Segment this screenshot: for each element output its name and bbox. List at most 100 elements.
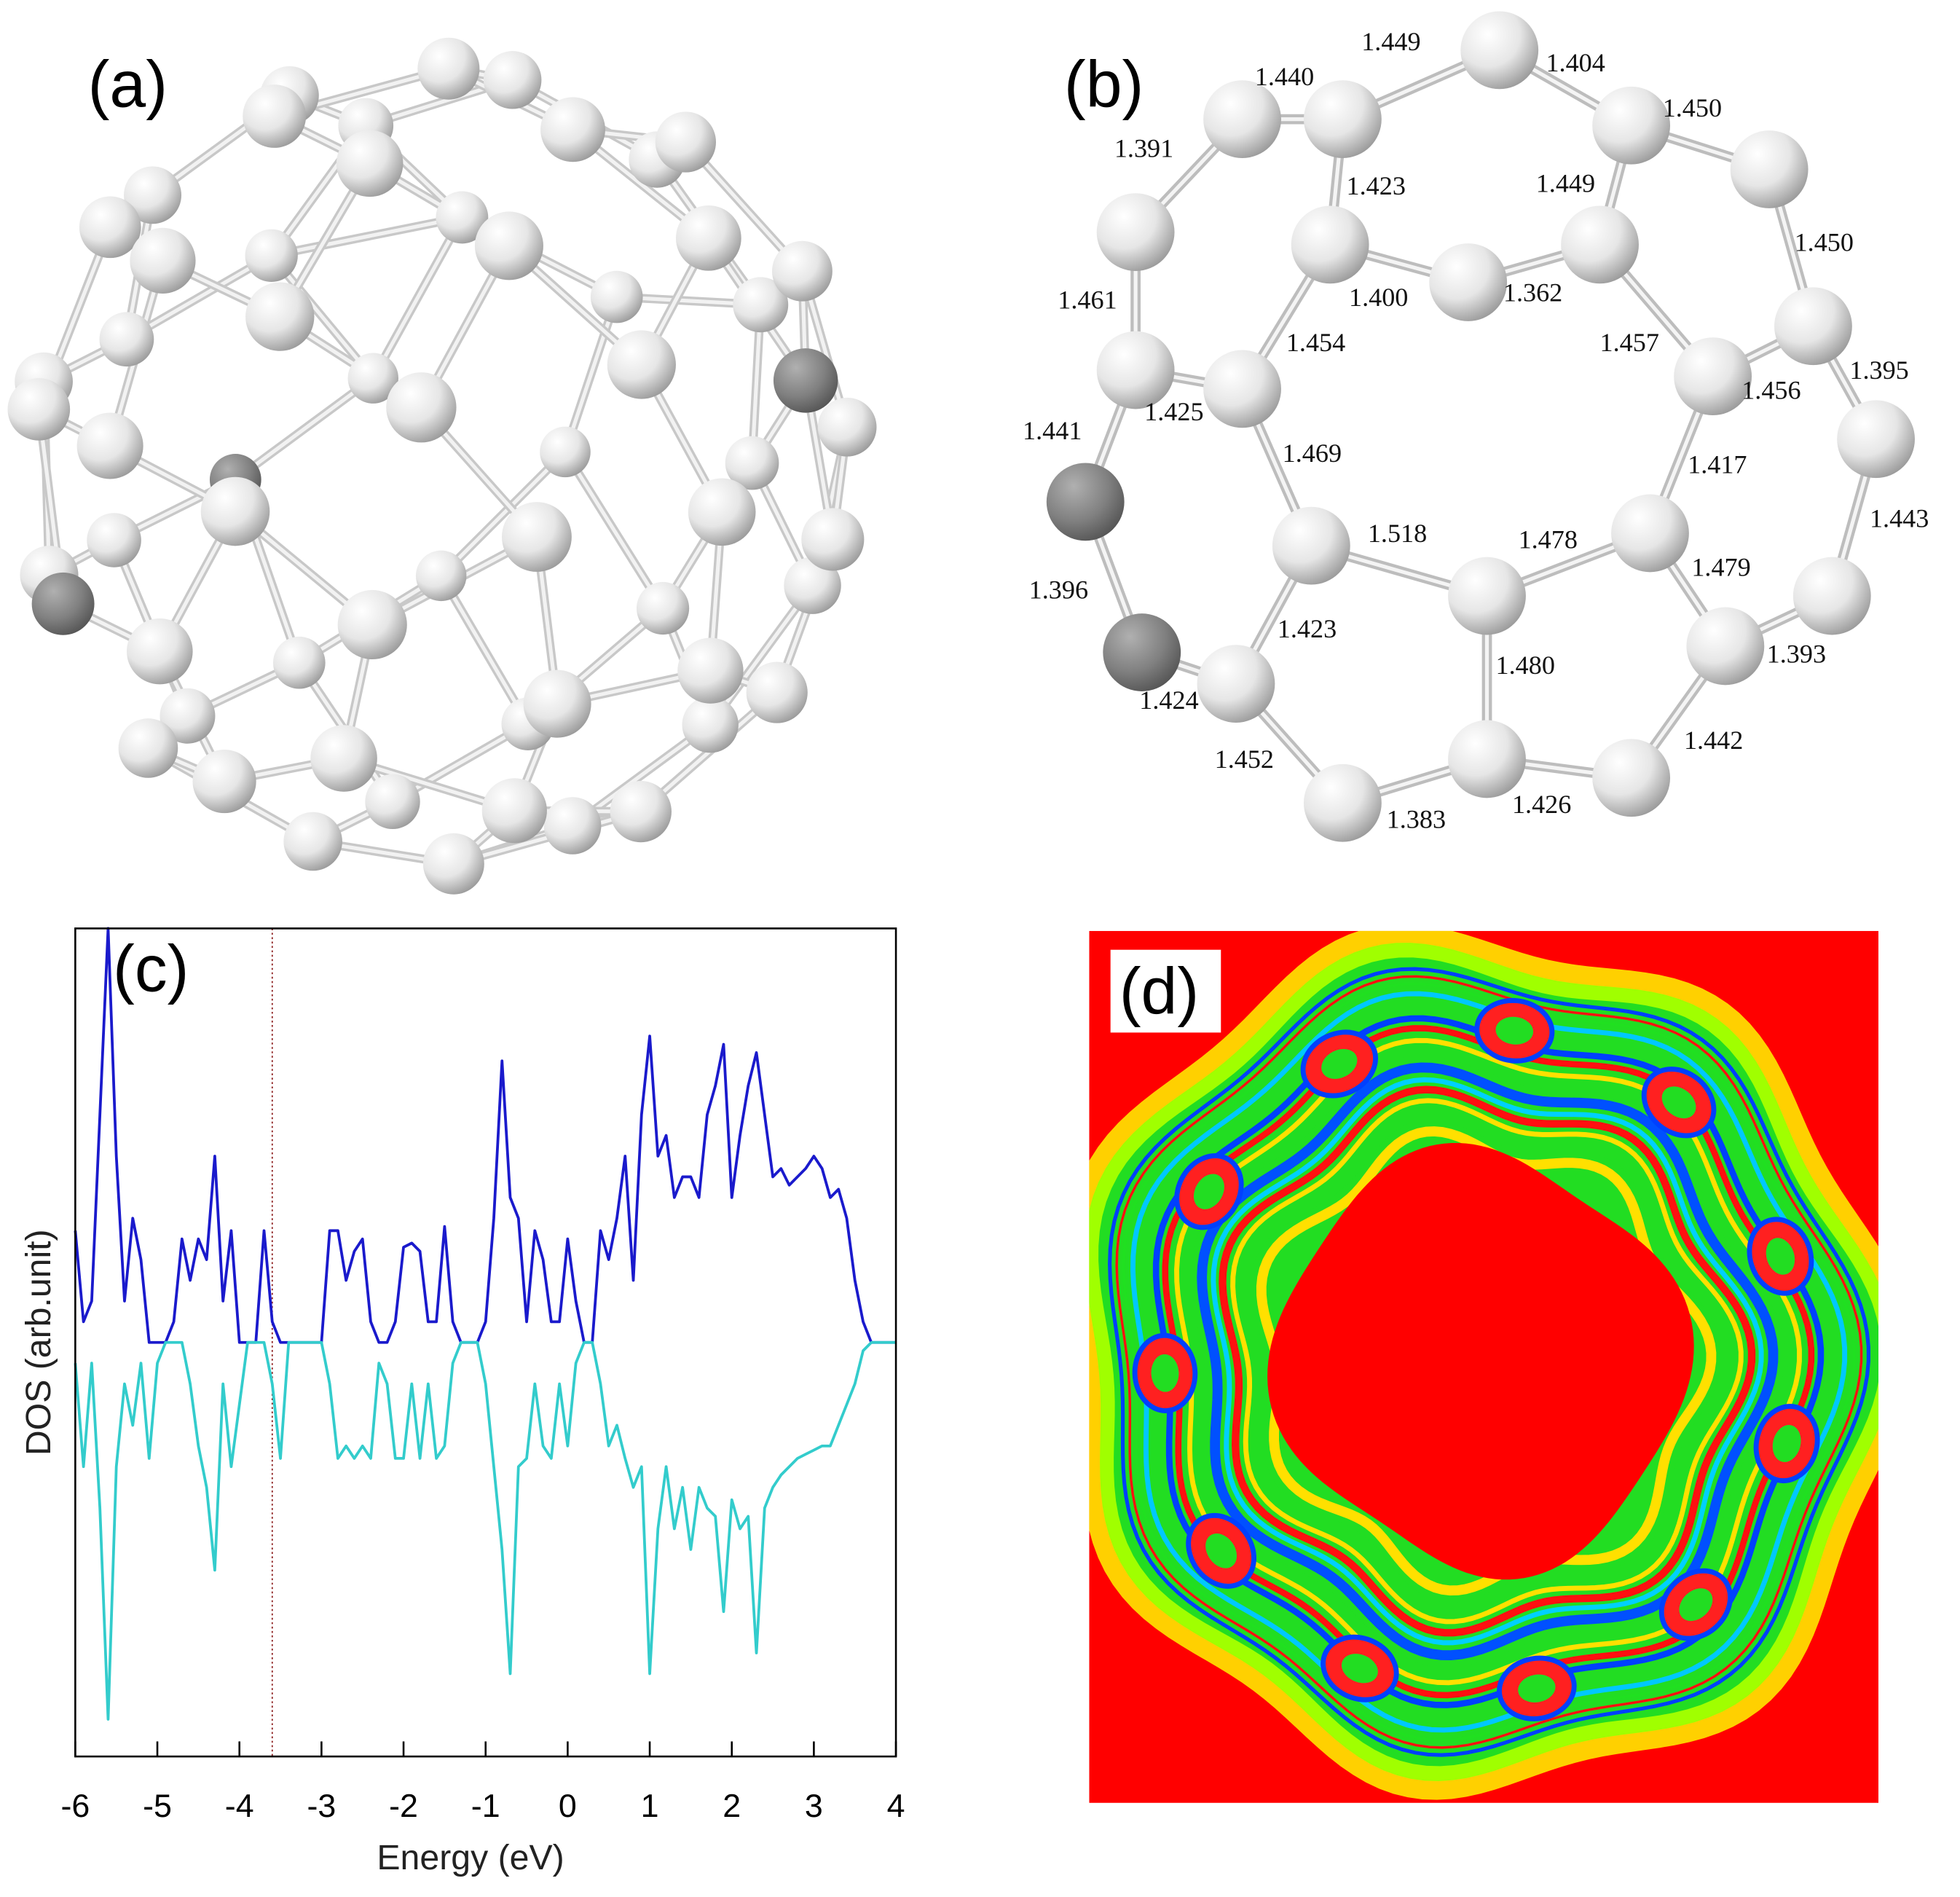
atom: [1592, 739, 1671, 817]
atom: [501, 502, 572, 572]
atom: [607, 330, 676, 399]
atom: [1096, 331, 1175, 409]
lobe-inner: [1151, 1354, 1179, 1392]
atom: [160, 688, 216, 744]
bond-length: 1.442: [1684, 726, 1743, 755]
lobe-inner: [1518, 1674, 1556, 1702]
bond-length: 1.424: [1139, 686, 1198, 715]
atom: [415, 550, 467, 602]
lobe-inner: [1341, 1654, 1378, 1684]
panel-label: (d): [1119, 955, 1199, 1028]
atom: [784, 557, 841, 614]
atom: [200, 476, 270, 546]
x-axis-title: Energy (eV): [377, 1838, 564, 1877]
atom: [192, 749, 256, 814]
panel-label: (b): [1064, 47, 1144, 120]
atom: [283, 812, 342, 871]
bond-highlight: [563, 296, 619, 453]
atom: [337, 589, 407, 660]
panel-label: (a): [88, 47, 168, 120]
atom: [1429, 243, 1508, 321]
bond-length: 1.518: [1368, 519, 1427, 548]
bond-highlight: [563, 450, 665, 610]
atom: [124, 166, 182, 224]
panel-label: (c): [113, 932, 189, 1005]
atom: [655, 111, 717, 173]
bond-length: 1.456: [1741, 376, 1800, 405]
bond-highlight: [125, 254, 272, 341]
atom: [1774, 287, 1852, 366]
label-box: [1110, 949, 1221, 1033]
bond-highlight: [371, 216, 464, 380]
atom: [481, 778, 547, 844]
plot-frame: [74, 927, 897, 1758]
atom: [1448, 720, 1526, 798]
bond-length: 1.426: [1512, 790, 1571, 819]
atom: [310, 725, 377, 792]
bond-length: 1.452: [1215, 745, 1274, 774]
panel-d: [1089, 930, 1879, 1803]
bond-length: 1.391: [1114, 133, 1173, 162]
atom: [1730, 130, 1809, 208]
atom: [243, 85, 307, 148]
bond-length: 1.443: [1870, 503, 1929, 533]
atom: [1103, 613, 1181, 691]
lobe-inner: [1205, 1533, 1237, 1568]
atom: [801, 508, 865, 571]
atom: [336, 130, 404, 197]
atom: [1046, 463, 1125, 541]
x-tick-label: 4: [887, 1788, 905, 1824]
atom: [347, 353, 398, 404]
atom: [422, 833, 484, 895]
x-tick-label: 0: [559, 1788, 577, 1824]
contour-ring: [1197, 1062, 1779, 1660]
atom: [590, 270, 643, 323]
atom: [87, 513, 141, 567]
panel-a: [7, 37, 877, 895]
lobe-inner: [1772, 1425, 1801, 1462]
contour-ring: [1235, 1104, 1738, 1618]
bond-highlight: [271, 215, 463, 258]
atom: [1448, 557, 1526, 635]
bond-length: 1.393: [1767, 639, 1826, 668]
bond-length: 1.404: [1546, 48, 1605, 77]
atom: [245, 229, 298, 283]
atom: [1197, 645, 1275, 723]
bond-length: 1.479: [1691, 553, 1750, 582]
x-tick-label: -3: [307, 1788, 336, 1824]
atom: [1674, 337, 1752, 416]
bond-length: 1.449: [1536, 169, 1595, 198]
bond-length: 1.450: [1663, 93, 1722, 122]
atom: [725, 436, 779, 490]
atom: [1203, 350, 1281, 428]
atom: [733, 277, 789, 333]
atom: [636, 581, 690, 635]
panel-b: 1.449 1.404 1.440 1.450 1.391 1.423 1.449 1.450…: [1023, 11, 1929, 842]
atom: [817, 397, 877, 457]
lobe-inner: [1193, 1174, 1224, 1209]
atom: [1792, 557, 1871, 635]
dos-line: [74, 1340, 897, 1721]
contour-ring: [1230, 1098, 1744, 1625]
lobe-inner: [1766, 1238, 1795, 1275]
contour-ring: [1219, 1085, 1756, 1637]
atom: [245, 282, 315, 351]
x-tick-label: -5: [143, 1788, 172, 1824]
atom: [127, 618, 193, 685]
bond-highlight: [439, 575, 530, 725]
atom: [474, 211, 543, 280]
atom: [1460, 11, 1539, 90]
panel-c: -6 -5 -4 -3 -2 -1 0 1 2 3 4: [60, 927, 905, 1824]
lobe-inner: [1661, 1086, 1696, 1119]
contour-core: [1267, 1142, 1694, 1580]
contour-ring: [1211, 1077, 1764, 1646]
atom: [1561, 205, 1639, 284]
bond-highlight: [234, 377, 374, 482]
bond-length: 1.478: [1519, 525, 1578, 554]
lobe-inner: [1679, 1588, 1713, 1622]
atom: [365, 774, 420, 830]
atom: [1291, 205, 1369, 284]
atom: [771, 240, 833, 302]
x-tick-label: -4: [225, 1788, 254, 1824]
